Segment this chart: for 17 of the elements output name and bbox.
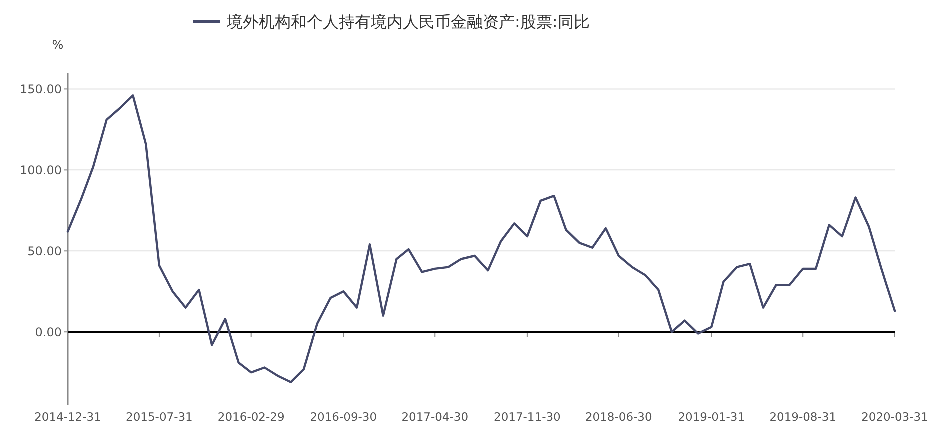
x-tick-label: 2016-02-29 [218, 410, 285, 424]
line-series [66, 94, 896, 384]
x-tick-label: 2020-03-31 [862, 410, 928, 424]
x-tick-label: 2016-09-30 [310, 410, 378, 424]
y-tick-label: 50.00 [28, 244, 62, 258]
x-tick-label: 2018-06-30 [585, 410, 652, 424]
y-tick-label: 0.00 [35, 325, 62, 340]
y-tick-label: 100.00 [20, 163, 62, 178]
x-tick-label: 2019-08-31 [770, 410, 837, 424]
y-axis-title: % [52, 38, 64, 52]
x-tick-label: 2019-01-31 [678, 410, 746, 424]
x-tick-label: 2017-04-30 [402, 410, 469, 424]
y-tick-label: 150.00 [20, 82, 62, 96]
legend-label: 境外机构和个人持有境内人民币金融资产:股票:同比 [226, 12, 590, 32]
x-tick-label: 2014-12-31 [34, 410, 102, 424]
x-tick-label: 2017-11-30 [494, 410, 561, 424]
x-tick-label: 2015-07-31 [126, 410, 193, 424]
